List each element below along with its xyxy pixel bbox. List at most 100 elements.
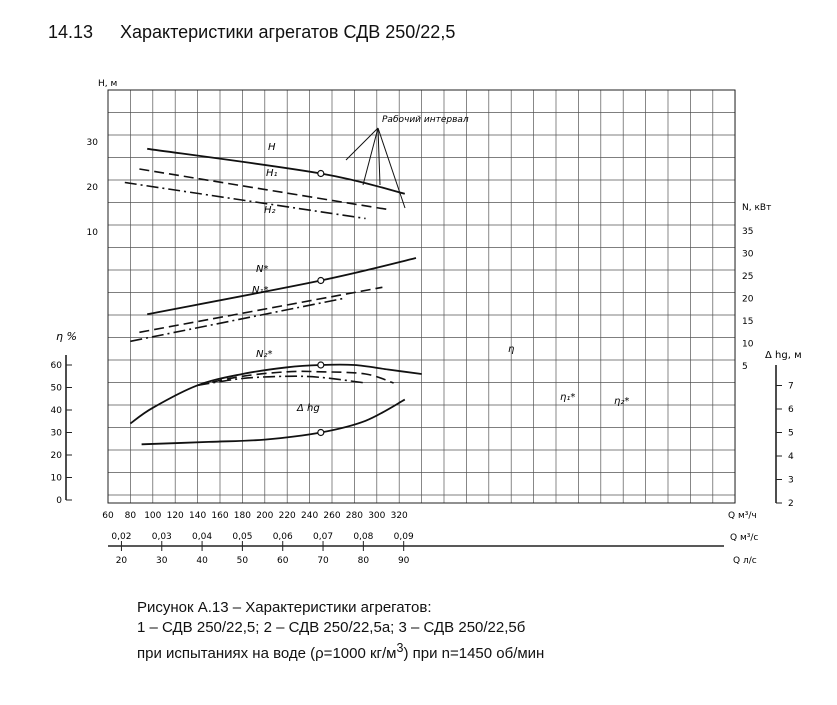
page-title: 14.13 Характеристики агрегатов СДВ 250/22…: [48, 22, 455, 43]
efficiency-axis-label: η %: [56, 330, 77, 343]
efficiency-tick-label: 50: [51, 384, 63, 394]
curve-label: η₂*: [614, 396, 629, 407]
q-m3h-tick-label: 120: [167, 511, 184, 521]
chart-labels: H H₁ H₂ N* N₁* N₂* η η₁* η₂* Δ hg Рабочий интервал: [252, 115, 629, 414]
q-m3s-tick-label: 0,08: [353, 532, 373, 542]
q-m3s-tick-label: 0,07: [313, 532, 333, 542]
q-m3h-tick-label: 300: [368, 511, 385, 521]
curve-label: η₁*: [560, 392, 575, 403]
curve-label: N₁*: [252, 285, 269, 296]
caption-line-2: 1 – СДВ 250/22,5; 2 – СДВ 250/22,5а; 3 –…: [137, 619, 526, 636]
q-ls-tick-label: 70: [317, 556, 329, 566]
series-curve: [147, 147, 406, 195]
chart-curves: [124, 147, 422, 446]
operating-point-marker: [317, 361, 325, 369]
series-curve: [139, 286, 383, 334]
q-m3s-tick-label: 0,04: [192, 532, 212, 542]
curve-label: H₂: [264, 205, 276, 216]
q-ls-tick-label: 40: [196, 556, 208, 566]
section-number: 14.13: [48, 22, 94, 42]
power-tick-label: 15: [742, 317, 753, 327]
series-curve: [141, 398, 406, 446]
section-title: Характеристики агрегатов СДВ 250/22,5: [120, 22, 456, 42]
caption-line-3-start: при испытаниях на воде (ρ=1000 кг/м: [137, 645, 397, 662]
npsh-tick-label: 7: [788, 382, 794, 392]
caption-line-1: Рисунок А.13 – Характеристики агрегатов:: [137, 599, 432, 616]
power-tick-label: 25: [742, 272, 753, 282]
q-m3h-tick-label: 100: [144, 511, 161, 521]
series-curve: [197, 375, 366, 387]
q-m3h-tick-label: 280: [346, 511, 363, 521]
power-tick-label: 5: [742, 362, 748, 372]
figure-caption: Рисунок А.13 – Характеристики агрегатов:…: [137, 598, 544, 664]
q-m3h-tick-label: 220: [279, 511, 296, 521]
q-m3h-tick-label: 60: [102, 511, 114, 521]
npsh-tick-label: 2: [788, 499, 794, 509]
head-tick-label: 30: [87, 138, 99, 148]
curve-label: η: [508, 344, 514, 355]
power-tick-label: 20: [742, 295, 754, 305]
q-m3h-tick-label: 80: [125, 511, 137, 521]
power-tick-label: 35: [742, 227, 753, 237]
q-m3h-tick-label: 180: [234, 511, 251, 521]
power-tick-label: 30: [742, 250, 754, 260]
curve-label: H₁: [266, 168, 278, 179]
head-tick-label: 10: [87, 228, 99, 238]
q-m3h-tick-label: 160: [211, 511, 228, 521]
operating-point-marker: [317, 276, 325, 285]
series-curve: [129, 363, 422, 425]
working-range-leader: [377, 127, 381, 186]
q-m3s-tick-label: 0,05: [232, 532, 252, 542]
working-range-leader: [345, 127, 379, 161]
series-curve: [130, 297, 344, 343]
power-axis-label: N, кВт: [742, 203, 771, 213]
head-tick-label: 20: [87, 183, 99, 193]
caption-line-3-end: ) при n=1450 об/мин: [403, 645, 545, 662]
working-range-label: Рабочий интервал: [382, 115, 469, 125]
q-ls-tick-label: 50: [237, 556, 249, 566]
series-curve: [139, 168, 389, 211]
q-ls-tick-label: 80: [358, 556, 370, 566]
q-m3h-tick-label: 140: [189, 511, 206, 521]
curve-label: N₂*: [256, 349, 273, 360]
q-m3s-tick-label: 0,02: [111, 532, 131, 542]
q-ls-tick-label: 20: [116, 556, 128, 566]
operating-point-marker: [317, 428, 325, 437]
curve-label: Δ hg: [296, 403, 320, 414]
working-range-leader: [377, 127, 406, 209]
caption-line-3: при испытаниях на воде (ρ=1000 кг/м3) пр…: [137, 638, 544, 664]
q-m3h-tick-label: 200: [256, 511, 273, 521]
series-curve: [147, 257, 417, 316]
q-m3h-tick-label: 260: [323, 511, 340, 521]
operating-point-marker: [317, 169, 325, 178]
q-m3s-tick-label: 0,09: [394, 532, 414, 542]
series-curve: [124, 181, 366, 220]
efficiency-tick-label: 60: [51, 361, 63, 371]
efficiency-tick-label: 20: [51, 451, 63, 461]
q-m3s-tick-label: 0,06: [273, 532, 293, 542]
npsh-tick-label: 5: [788, 429, 794, 439]
curve-label: H: [268, 142, 276, 153]
q-m3s-axis-label: Q м³/с: [730, 533, 758, 543]
q-ls-tick-label: 60: [277, 556, 289, 566]
power-tick-label: 10: [742, 340, 754, 350]
npsh-axis-label: Δ hg, м: [765, 350, 802, 361]
series-curve: [197, 370, 394, 387]
q-m3s-tick-label: 0,03: [152, 532, 172, 542]
efficiency-tick-label: 40: [51, 406, 63, 416]
q-m3h-tick-label: 320: [391, 511, 408, 521]
q-m3h-axis-label: Q м³/ч: [728, 511, 757, 521]
q-ls-tick-label: 30: [156, 556, 168, 566]
npsh-tick-label: 4: [788, 452, 794, 462]
efficiency-tick-label: 10: [51, 474, 63, 484]
npsh-tick-label: 6: [788, 405, 794, 415]
chart-grid: [107, 89, 736, 504]
working-range-leader: [362, 127, 379, 186]
efficiency-tick-label: 0: [56, 496, 62, 506]
efficiency-tick-label: 30: [51, 429, 63, 439]
q-ls-tick-label: 90: [398, 556, 410, 566]
caption-superscript: 3: [396, 641, 404, 655]
q-m3h-tick-label: 240: [301, 511, 318, 521]
